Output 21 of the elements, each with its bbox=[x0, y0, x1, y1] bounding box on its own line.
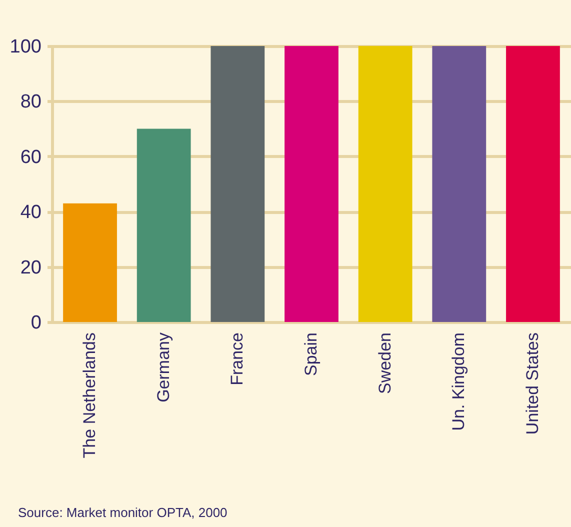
source-note: Source: Market monitor OPTA, 2000 bbox=[18, 505, 228, 520]
y-tick-label: 40 bbox=[20, 202, 42, 224]
y-tick-label: 0 bbox=[30, 312, 42, 334]
y-tick-label: 60 bbox=[20, 146, 42, 168]
bar bbox=[358, 46, 412, 322]
x-tick-label: Sweden bbox=[375, 332, 394, 394]
y-tick-label: 80 bbox=[20, 92, 42, 113]
bar bbox=[210, 46, 265, 322]
bar bbox=[284, 46, 338, 322]
x-tick-label: United States bbox=[522, 332, 542, 435]
x-tick-label: The Netherlands bbox=[80, 332, 100, 458]
y-tick-label: 20 bbox=[20, 257, 42, 278]
x-tick-label: Spain bbox=[302, 332, 320, 376]
x-tick-label: Un. Kingdom bbox=[449, 332, 468, 431]
bar bbox=[506, 46, 560, 322]
bar bbox=[432, 46, 486, 322]
bar bbox=[63, 203, 117, 322]
x-tick-label: Germany bbox=[154, 332, 173, 402]
y-tick-label: 100 bbox=[10, 36, 42, 58]
bar bbox=[136, 128, 191, 322]
x-tick-label: France bbox=[228, 332, 247, 386]
